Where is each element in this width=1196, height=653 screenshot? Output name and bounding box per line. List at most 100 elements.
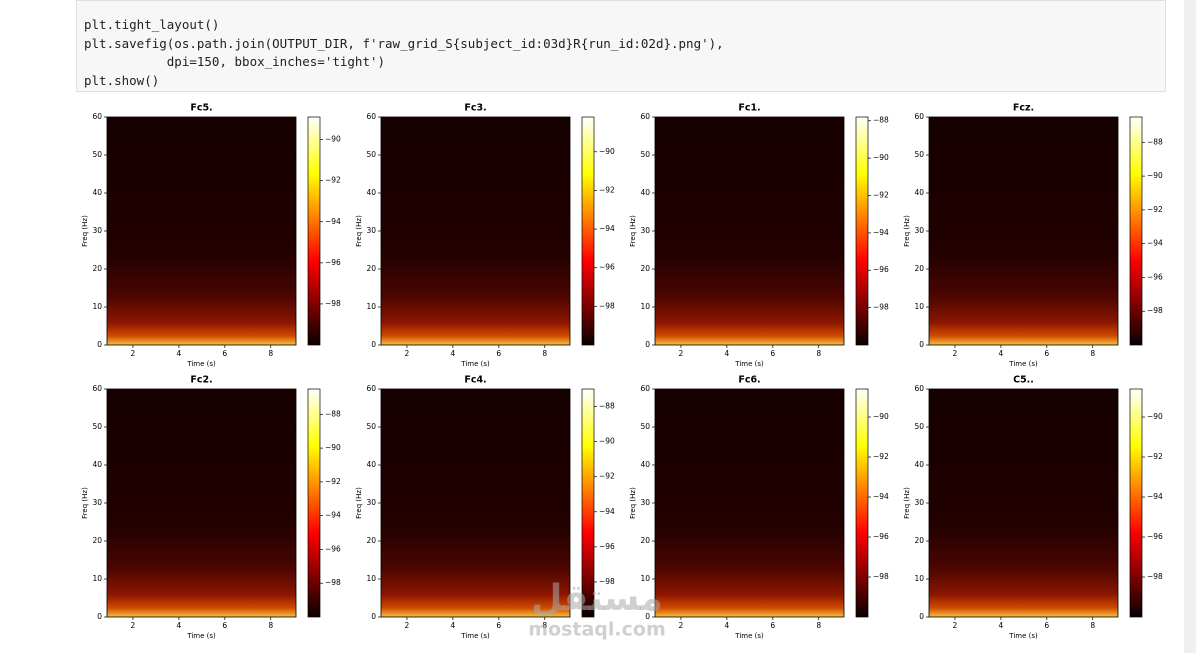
colorbar-tick-label: −88 <box>599 402 615 411</box>
code-line: plt.tight_layout() <box>84 17 220 32</box>
x-axis-label: Time (s) <box>460 360 490 368</box>
colorbar-tick-label: −92 <box>325 477 341 486</box>
colorbar-tick-label: −96 <box>599 542 615 551</box>
colorbar <box>307 116 321 346</box>
x-tick-label: 8 <box>542 349 547 358</box>
y-tick-label: 20 <box>92 536 102 545</box>
colorbar <box>1129 388 1143 618</box>
colorbar-tick-label: −92 <box>873 190 889 199</box>
y-tick-label: 60 <box>366 112 376 121</box>
y-tick-label: 20 <box>914 536 924 545</box>
y-tick-label: 10 <box>92 302 102 311</box>
x-tick-label: 4 <box>176 349 181 358</box>
colorbar-tick-label: −90 <box>873 153 889 162</box>
x-tick-label: 4 <box>724 349 729 358</box>
colorbar-tick-label: −90 <box>873 412 889 421</box>
colorbar-tick-label: −94 <box>873 228 889 237</box>
colorbar-tick-label: −98 <box>873 303 889 312</box>
spectrogram-image <box>107 389 296 617</box>
spectrogram-image <box>381 117 570 345</box>
colorbar-tick-label: −96 <box>325 544 341 553</box>
chart-title: Fc2. <box>190 375 212 386</box>
x-tick-label: 8 <box>1090 349 1095 358</box>
y-tick-label: 60 <box>914 112 924 121</box>
code-line: plt.savefig(os.path.join(OUTPUT_DIR, f'r… <box>84 35 724 51</box>
x-tick-label: 6 <box>496 621 501 630</box>
colorbar-tick-label: −90 <box>325 135 341 144</box>
colorbar-tick-label: −94 <box>599 507 615 516</box>
x-tick-label: 8 <box>542 621 547 630</box>
y-tick-label: 0 <box>371 612 376 621</box>
y-tick-label: 0 <box>97 340 102 349</box>
x-tick-label: 4 <box>998 621 1003 630</box>
colorbar <box>855 116 869 346</box>
y-tick-label: 50 <box>914 422 924 431</box>
colorbar-tick-label: −90 <box>1147 171 1163 180</box>
y-tick-label: 20 <box>640 536 650 545</box>
y-tick-label: 10 <box>914 574 924 583</box>
y-tick-label: 10 <box>366 574 376 583</box>
y-tick-label: 50 <box>640 422 650 431</box>
y-tick-label: 30 <box>92 226 102 235</box>
y-tick-label: 30 <box>366 226 376 235</box>
y-tick-label: 50 <box>92 422 102 431</box>
x-tick-label: 4 <box>724 621 729 630</box>
x-tick-label: 6 <box>770 349 775 358</box>
colorbar-tick-label: −98 <box>325 578 341 587</box>
x-tick-label: 6 <box>1044 621 1049 630</box>
y-tick-label: 10 <box>640 302 650 311</box>
x-axis-label: Time (s) <box>186 632 216 640</box>
colorbar-tick-label: −92 <box>325 176 341 185</box>
colorbar <box>581 388 595 618</box>
watermark-site: mostaql.com <box>528 619 666 641</box>
y-tick-label: 0 <box>919 340 924 349</box>
colorbar-tick-label: −94 <box>873 492 889 501</box>
y-tick-label: 10 <box>640 574 650 583</box>
colorbar-tick-label: −90 <box>599 437 615 446</box>
y-tick-label: 0 <box>645 340 650 349</box>
x-tick-label: 4 <box>450 621 455 630</box>
x-axis-label: Time (s) <box>460 632 490 640</box>
x-axis-label: Time (s) <box>734 360 764 368</box>
y-tick-label: 50 <box>366 150 376 159</box>
code-cell[interactable]: plt.tight_layout() plt.savefig(os.path.j… <box>76 0 1166 92</box>
colorbar-tick-label: −96 <box>873 532 889 541</box>
chart-title: Fc6. <box>738 375 760 386</box>
chart-title: Fc1. <box>738 103 760 114</box>
y-axis-label: Freq (Hz) <box>629 215 637 247</box>
y-tick-label: 0 <box>371 340 376 349</box>
y-axis-label: Freq (Hz) <box>81 487 89 519</box>
x-tick-label: 2 <box>953 349 958 358</box>
y-tick-label: 30 <box>914 498 924 507</box>
scrollbar[interactable] <box>1184 0 1196 653</box>
x-tick-label: 6 <box>770 621 775 630</box>
x-tick-label: 2 <box>405 349 410 358</box>
x-tick-label: 8 <box>268 621 273 630</box>
chart-title: Fc4. <box>464 375 486 386</box>
y-axis-label: Freq (Hz) <box>629 487 637 519</box>
colorbar-tick-label: −88 <box>325 409 341 418</box>
spectrogram-image <box>929 117 1118 345</box>
y-tick-label: 60 <box>640 384 650 393</box>
colorbar <box>1129 116 1143 346</box>
y-tick-label: 10 <box>914 302 924 311</box>
colorbar <box>581 116 595 346</box>
y-tick-label: 40 <box>366 188 376 197</box>
x-tick-label: 2 <box>131 621 136 630</box>
colorbar-tick-label: −90 <box>1147 412 1163 421</box>
chart-title: Fc3. <box>464 103 486 114</box>
y-tick-label: 50 <box>914 150 924 159</box>
spectrogram-image <box>381 389 570 617</box>
colorbar-tick-label: −94 <box>1147 492 1163 501</box>
x-tick-label: 2 <box>953 621 958 630</box>
y-tick-label: 60 <box>914 384 924 393</box>
y-tick-label: 20 <box>914 264 924 273</box>
colorbar-tick-label: −88 <box>1147 137 1163 146</box>
y-tick-label: 40 <box>92 460 102 469</box>
chart-title: C5.. <box>1013 375 1034 386</box>
y-tick-label: 10 <box>92 574 102 583</box>
y-axis-label: Freq (Hz) <box>903 215 911 247</box>
colorbar-tick-label: −94 <box>325 511 341 520</box>
